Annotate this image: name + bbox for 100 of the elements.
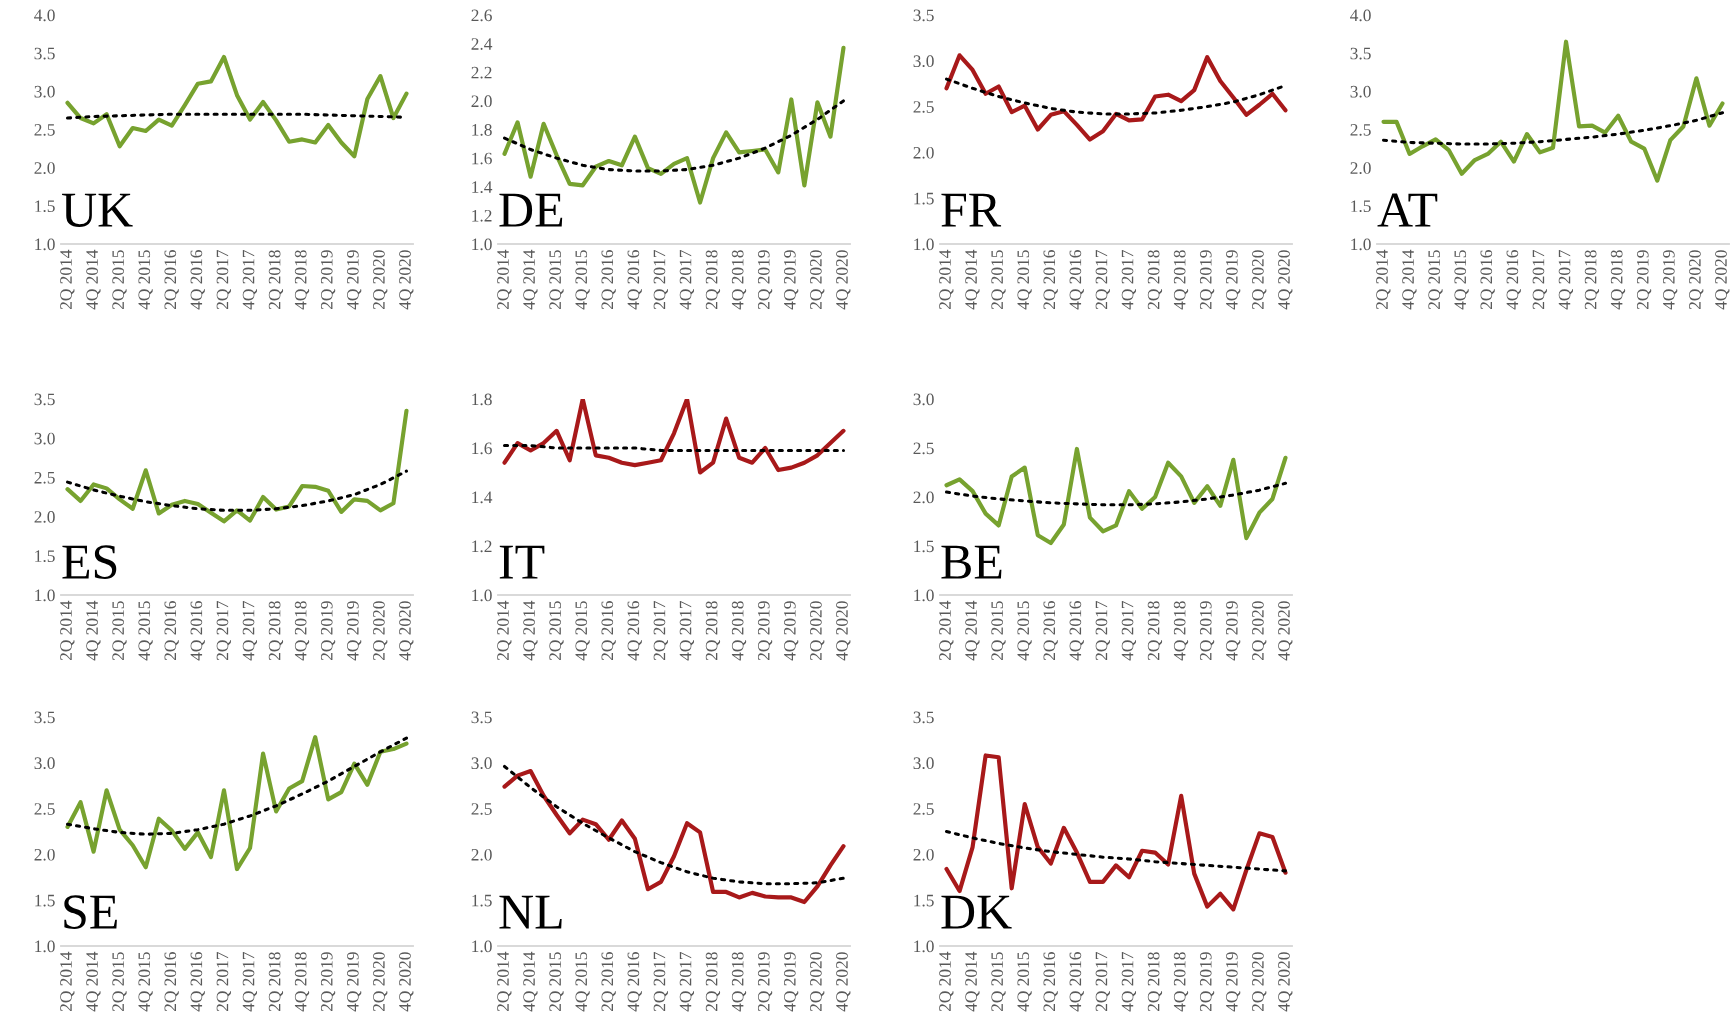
x-tick-label: 2Q 2017 [1095,250,1110,310]
x-tick-label: 4Q 2015 [1017,250,1032,310]
line-series [1381,39,1725,183]
text: ES [62,545,117,579]
x-tick-label: 4Q 2019 [346,601,362,661]
x-tick-label: 4Q 2018 [1173,601,1189,661]
x-tick-label: 2Q 2016 [601,601,616,661]
x-tick-label: 2Q 2019 [1199,952,1215,1012]
x-tick-label: 4Q 2018 [294,952,310,1012]
y-tick-label: 2.5 [34,124,55,136]
x-tick-label: 4Q 2015 [575,952,590,1012]
x-tick-label: 2Q 2016 [1043,250,1058,310]
x-tick-label: 2Q 2016 [164,250,179,310]
x-tick-label: 4Q 2014 [86,951,101,1012]
text: IT [499,545,545,579]
x-tick-label: 2Q 2019 [757,250,773,310]
x-tick-label: 2Q 2017 [653,601,668,661]
x-tick-label: 2Q 2014 [60,600,75,661]
x-tick-label: 2Q 2015 [991,601,1006,661]
x-tick-label: 4Q 2016 [1506,250,1521,310]
x-tick-label: 2Q 2014 [939,600,954,661]
y-tick-label: 2.0 [34,511,55,523]
x-tick-label: 4Q 2017 [679,952,695,1012]
y-tick-label: 1.5 [914,192,934,205]
x-tick-label: 4Q 2016 [190,952,205,1012]
y-tick-label: 2.0 [34,162,55,174]
x-tick-label: 4Q 2019 [1225,250,1241,310]
x-tick-label: 2Q 2018 [268,601,284,661]
y-tick-label: 1.0 [1351,238,1371,251]
x-tick-label: 2Q 2014 [1376,249,1391,310]
line-series [502,99,846,173]
x-tick-label: 2Q 2018 [705,952,721,1012]
x-tick-label: 2Q 2018 [1147,601,1163,661]
y-tick-label: 1.5 [1351,200,1371,213]
line-series [65,469,409,512]
x-tick-label: 2Q 2014 [497,600,512,661]
y-tick-label: 3.5 [471,711,492,724]
x-tick-label: 4Q 2020 [399,250,414,310]
y-tick-label: 4.0 [1350,9,1371,22]
x-tick-label: 4Q 2014 [523,600,538,661]
x-tick-label: 4Q 2014 [965,951,980,1012]
text: UK [62,193,133,227]
x-tick-label: 4Q 2017 [1558,250,1574,310]
y-tick-label: 2.0 [1350,162,1371,174]
x-tick-label: 4Q 2017 [1121,601,1137,661]
y-tick-label: 1.4 [472,491,493,504]
x-tick-label: 4Q 2020 [1278,952,1293,1012]
x-tick-label: 2Q 2017 [1095,952,1110,1012]
y-tick-label: 3.0 [913,55,934,68]
line-series [502,764,846,886]
y-tick-label: 1.2 [472,209,492,222]
x-tick-label: 2Q 2019 [320,250,336,310]
x-tick-label: 4Q 2018 [731,250,747,310]
y-tick-label: 3.0 [913,393,934,406]
line-series [944,53,1288,142]
line-series [65,408,409,524]
y-tick-label: 3.5 [913,9,934,22]
y-tick-label: 2.5 [913,442,934,455]
x-tick-label: 4Q 2015 [575,601,590,661]
x-tick-label: 4Q 2016 [190,601,205,661]
x-tick-label: 2Q 2020 [373,601,388,661]
y-tick-label: 2.4 [471,38,493,50]
x-tick-label: 4Q 2018 [1610,250,1626,310]
x-tick-label: 4Q 2019 [1225,601,1241,661]
x-tick-label: 2Q 2017 [653,952,668,1012]
x-tick-label: 2Q 2019 [757,952,773,1012]
y-tick-label: 1.0 [35,238,55,251]
y-tick-label: 3.0 [34,432,55,445]
x-tick-label: 4Q 2018 [1173,952,1189,1012]
x-tick-label: 4Q 2019 [783,250,799,310]
x-tick-label: 4Q 2017 [679,250,695,310]
x-tick-label: 2Q 2014 [60,951,75,1012]
y-tick-label: 2.0 [913,146,934,159]
x-tick-label: 2Q 2017 [1532,250,1547,310]
y-tick-label: 2.5 [471,803,492,815]
x-tick-label: 4Q 2020 [1278,601,1293,661]
y-tick-label: 1.2 [472,540,492,553]
y-tick-label: 1.5 [35,200,55,213]
y-tick-label: 2.0 [471,848,492,861]
y-tick-label: 1.6 [472,152,492,165]
y-tick-label: 3.5 [34,47,55,60]
x-tick-label: 4Q 2020 [399,952,414,1012]
x-tick-label: 4Q 2019 [1662,250,1678,310]
x-tick-label: 4Q 2017 [242,250,258,310]
x-tick-label: 4Q 2017 [1121,250,1137,310]
x-tick-label: 2Q 2016 [1043,952,1058,1012]
y-tick-label: 3.5 [913,711,934,724]
line-series [944,446,1288,546]
x-tick-label: 2Q 2020 [810,952,825,1012]
x-tick-label: 4Q 2020 [1278,250,1293,310]
x-tick-label: 4Q 2018 [731,952,747,1012]
x-tick-label: 4Q 2019 [783,952,799,1012]
y-tick-label: 1.6 [472,442,492,455]
y-tick-label: 2.5 [34,471,55,484]
x-tick-label: 2Q 2017 [216,250,231,310]
y-tick-label: 1.8 [472,393,492,406]
y-tick-label: 2.0 [913,491,934,504]
x-tick-label: 4Q 2016 [190,250,205,310]
line-series [944,829,1288,873]
x-tick-label: 4Q 2018 [1173,250,1189,310]
